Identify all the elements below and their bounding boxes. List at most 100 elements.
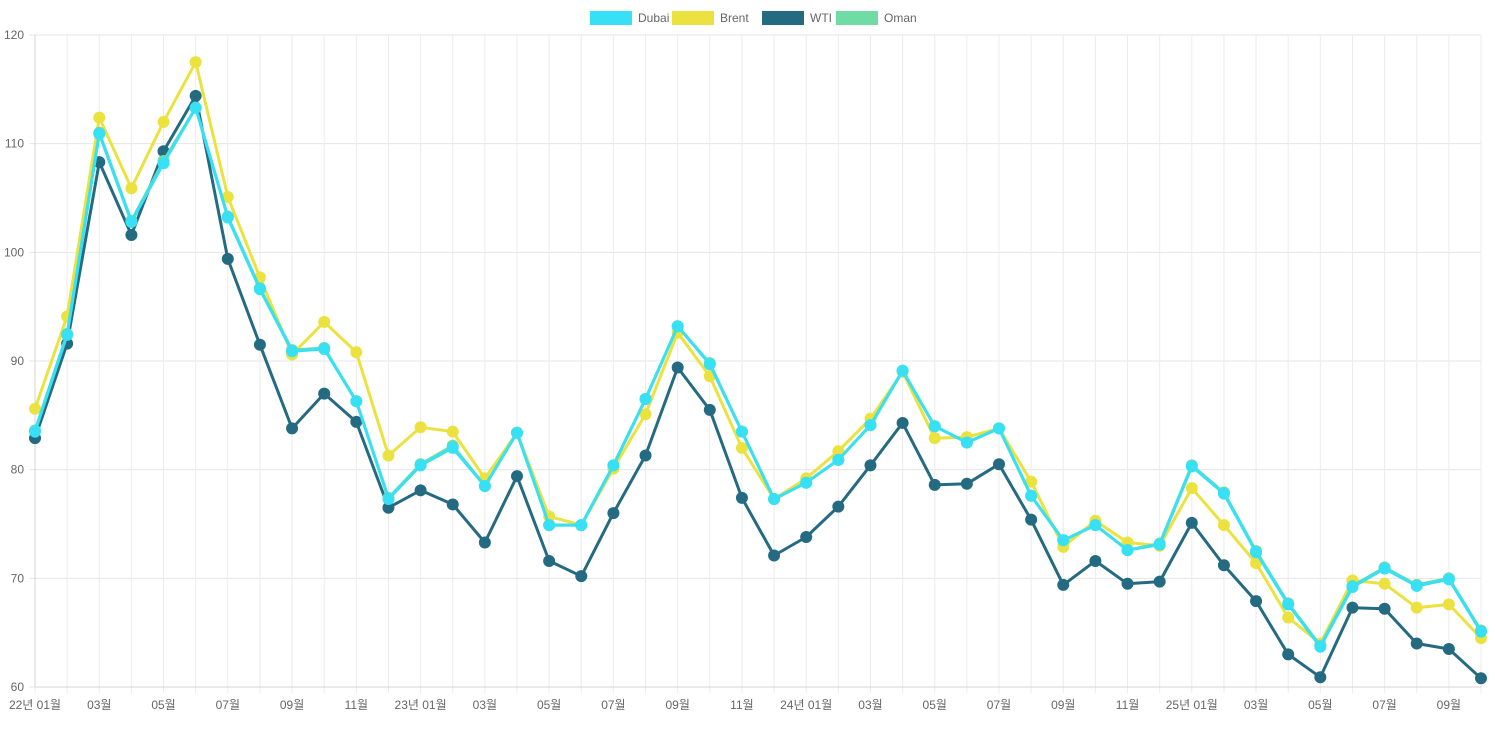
data-point-wti[interactable] xyxy=(1025,513,1038,526)
data-point-wti[interactable] xyxy=(575,570,588,583)
data-point-brent[interactable] xyxy=(1217,519,1230,532)
data-point-wti[interactable] xyxy=(1089,554,1102,567)
data-point-wti[interactable] xyxy=(1410,637,1423,650)
data-point-dubai[interactable] xyxy=(1217,487,1230,500)
data-point-wti[interactable] xyxy=(1378,602,1391,615)
data-point-wti[interactable] xyxy=(1057,578,1070,591)
data-point-dubai[interactable] xyxy=(414,459,427,472)
data-point-dubai[interactable] xyxy=(350,395,363,408)
data-point-dubai[interactable] xyxy=(800,476,813,489)
data-point-brent[interactable] xyxy=(446,425,459,438)
data-point-dubai[interactable] xyxy=(896,364,909,377)
data-point-wti[interactable] xyxy=(864,459,877,472)
data-point-dubai[interactable] xyxy=(993,422,1005,435)
data-point-dubai[interactable] xyxy=(832,453,845,466)
data-point-brent[interactable] xyxy=(1410,601,1423,614)
data-point-dubai[interactable] xyxy=(1153,538,1166,551)
data-point-dubai[interactable] xyxy=(125,215,138,228)
data-point-brent[interactable] xyxy=(1442,598,1455,611)
data-point-wti[interactable] xyxy=(1314,671,1327,684)
data-point-dubai[interactable] xyxy=(575,519,588,532)
data-point-dubai[interactable] xyxy=(61,328,74,341)
data-point-brent[interactable] xyxy=(93,111,106,124)
data-point-wti[interactable] xyxy=(414,484,427,497)
data-point-brent[interactable] xyxy=(735,441,748,454)
data-point-dubai[interactable] xyxy=(511,426,523,439)
data-point-wti[interactable] xyxy=(350,415,363,428)
data-point-wti[interactable] xyxy=(928,478,941,491)
data-point-dubai[interactable] xyxy=(735,425,748,438)
data-point-dubai[interactable] xyxy=(478,479,491,492)
data-point-dubai[interactable] xyxy=(928,420,941,433)
data-point-dubai[interactable] xyxy=(960,436,973,449)
data-point-dubai[interactable] xyxy=(29,425,41,438)
data-point-wti[interactable] xyxy=(768,549,781,562)
data-point-wti[interactable] xyxy=(1442,642,1455,655)
data-point-brent[interactable] xyxy=(125,182,138,195)
legend-item-oman[interactable]: Oman xyxy=(836,11,917,25)
data-point-wti[interactable] xyxy=(253,338,266,351)
data-point-dubai[interactable] xyxy=(221,211,234,224)
data-point-brent[interactable] xyxy=(350,346,363,359)
data-point-brent[interactable] xyxy=(382,449,395,462)
data-point-wti[interactable] xyxy=(511,470,523,483)
data-point-dubai[interactable] xyxy=(671,320,684,333)
data-point-wti[interactable] xyxy=(382,501,395,514)
legend-item-dubai[interactable]: Dubai xyxy=(590,11,669,25)
data-point-wti[interactable] xyxy=(1217,559,1230,572)
data-point-dubai[interactable] xyxy=(1089,519,1102,532)
data-point-dubai[interactable] xyxy=(1025,489,1038,502)
data-point-dubai[interactable] xyxy=(318,343,331,356)
data-point-dubai[interactable] xyxy=(543,519,556,532)
data-point-dubai[interactable] xyxy=(1410,579,1423,592)
data-point-wti[interactable] xyxy=(1346,601,1359,614)
data-point-wti[interactable] xyxy=(1121,577,1134,590)
data-point-brent[interactable] xyxy=(639,408,652,421)
data-point-brent[interactable] xyxy=(1378,577,1391,590)
data-point-dubai[interactable] xyxy=(768,493,781,506)
data-point-brent[interactable] xyxy=(414,421,427,434)
data-point-wti[interactable] xyxy=(221,252,234,265)
data-point-wti[interactable] xyxy=(478,536,491,549)
data-point-wti[interactable] xyxy=(189,89,202,102)
data-point-dubai[interactable] xyxy=(286,345,299,358)
data-point-wti[interactable] xyxy=(446,498,459,511)
data-point-brent[interactable] xyxy=(832,445,845,458)
data-point-dubai[interactable] xyxy=(1250,546,1263,559)
data-point-wti[interactable] xyxy=(1250,595,1263,608)
data-point-wti[interactable] xyxy=(832,500,845,513)
data-point-wti[interactable] xyxy=(703,403,716,416)
data-point-dubai[interactable] xyxy=(253,283,266,296)
data-point-wti[interactable] xyxy=(1282,648,1295,661)
data-point-wti[interactable] xyxy=(800,531,813,544)
data-point-brent[interactable] xyxy=(189,56,202,69)
data-point-dubai[interactable] xyxy=(93,127,106,140)
data-point-wti[interactable] xyxy=(639,449,652,462)
data-point-dubai[interactable] xyxy=(1057,534,1070,547)
data-point-wti[interactable] xyxy=(318,387,331,400)
data-point-wti[interactable] xyxy=(286,422,299,435)
data-point-dubai[interactable] xyxy=(157,157,170,170)
data-point-wti[interactable] xyxy=(896,416,909,429)
data-point-brent[interactable] xyxy=(29,402,41,415)
data-point-dubai[interactable] xyxy=(1282,598,1295,611)
data-point-wti[interactable] xyxy=(671,361,684,374)
data-point-brent[interactable] xyxy=(1282,611,1295,624)
data-point-dubai[interactable] xyxy=(1121,544,1134,557)
data-point-dubai[interactable] xyxy=(446,441,459,454)
data-point-wti[interactable] xyxy=(1185,516,1198,529)
data-point-wti[interactable] xyxy=(993,458,1005,471)
data-point-dubai[interactable] xyxy=(1442,573,1455,586)
data-point-brent[interactable] xyxy=(1185,482,1198,495)
data-point-wti[interactable] xyxy=(735,491,748,504)
data-point-wti[interactable] xyxy=(543,554,556,567)
data-point-wti[interactable] xyxy=(1153,575,1166,588)
data-point-wti[interactable] xyxy=(960,477,973,490)
data-point-dubai[interactable] xyxy=(1475,625,1487,638)
data-point-dubai[interactable] xyxy=(703,358,716,371)
data-point-dubai[interactable] xyxy=(1378,562,1391,575)
data-point-dubai[interactable] xyxy=(639,393,652,406)
data-point-dubai[interactable] xyxy=(189,101,202,114)
data-point-brent[interactable] xyxy=(157,115,170,128)
data-point-wti[interactable] xyxy=(125,228,138,241)
